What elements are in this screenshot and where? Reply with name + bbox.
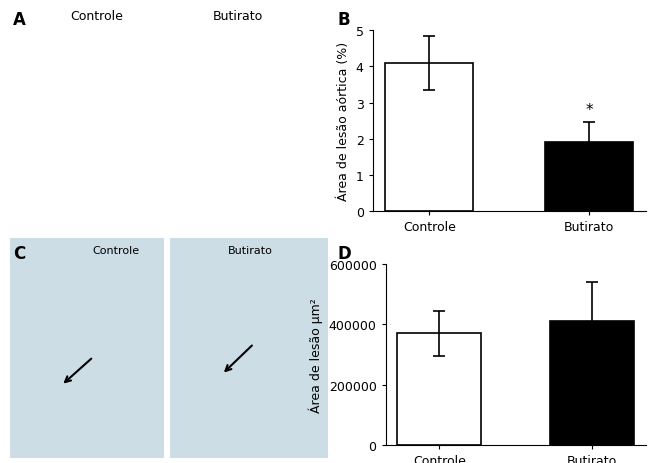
Text: Controle: Controle: [70, 10, 123, 23]
Text: D: D: [338, 245, 351, 263]
Text: Butirato: Butirato: [228, 245, 273, 256]
Text: B: B: [338, 11, 350, 29]
Text: C: C: [13, 245, 25, 263]
Text: Controle: Controle: [92, 245, 140, 256]
Bar: [170, 238, 328, 458]
Text: A: A: [13, 11, 26, 29]
Bar: [10, 238, 164, 458]
Text: Butirato: Butirato: [213, 10, 263, 23]
